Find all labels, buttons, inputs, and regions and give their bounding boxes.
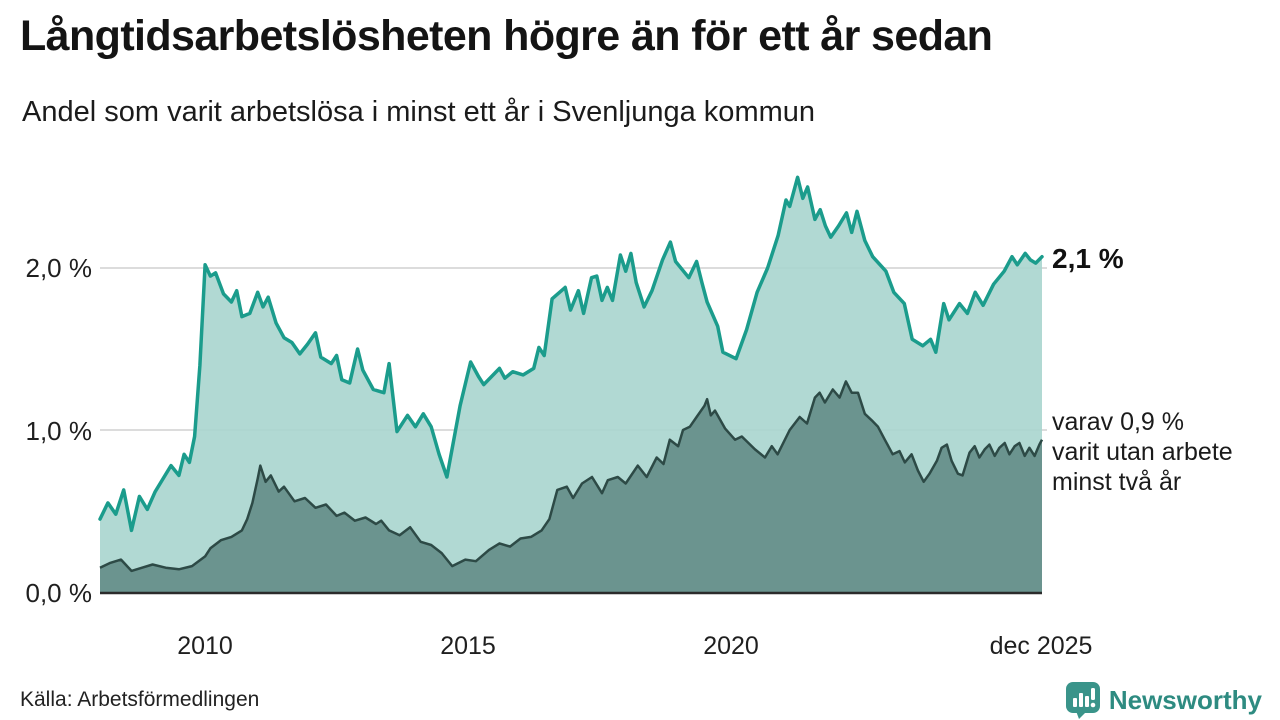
- x-tick-dec-2025: dec 2025: [989, 632, 1093, 660]
- y-tick-0: 0,0 %: [25, 578, 93, 608]
- line-min-one-year: [98, 175, 1044, 533]
- area-min-two-years: [100, 381, 1042, 592]
- secondary-series-note: varav 0,9 % varit utan arbete minst två …: [1052, 407, 1233, 497]
- newsworthy-icon: [1065, 682, 1100, 719]
- secondary-note-line1: varav 0,9 %: [1052, 408, 1185, 436]
- y-tick-1: 1,0 %: [25, 416, 93, 446]
- brand-name: Newsworthy: [1108, 684, 1262, 715]
- secondary-note-line3: minst två år: [1052, 468, 1182, 496]
- line-min-two-years: [99, 380, 1044, 573]
- x-tick-2015: 2015: [440, 632, 496, 660]
- page-title: Långtidsarbetslösheten högre än för ett …: [20, 12, 993, 60]
- chart-subtitle: Andel som varit arbetslösa i minst ett å…: [22, 96, 816, 128]
- latest-value-label: 2,1 %: [1052, 243, 1124, 274]
- source-credit: Källa: Arbetsförmedlingen: [20, 688, 260, 711]
- brand-logo: Newsworthy: [1065, 681, 1262, 719]
- x-tick-2020: 2020: [703, 632, 759, 660]
- y-tick-2: 2,0 %: [25, 253, 93, 283]
- secondary-note-line2: varit utan arbete: [1052, 438, 1233, 466]
- x-tick-2010: 2010: [177, 632, 233, 660]
